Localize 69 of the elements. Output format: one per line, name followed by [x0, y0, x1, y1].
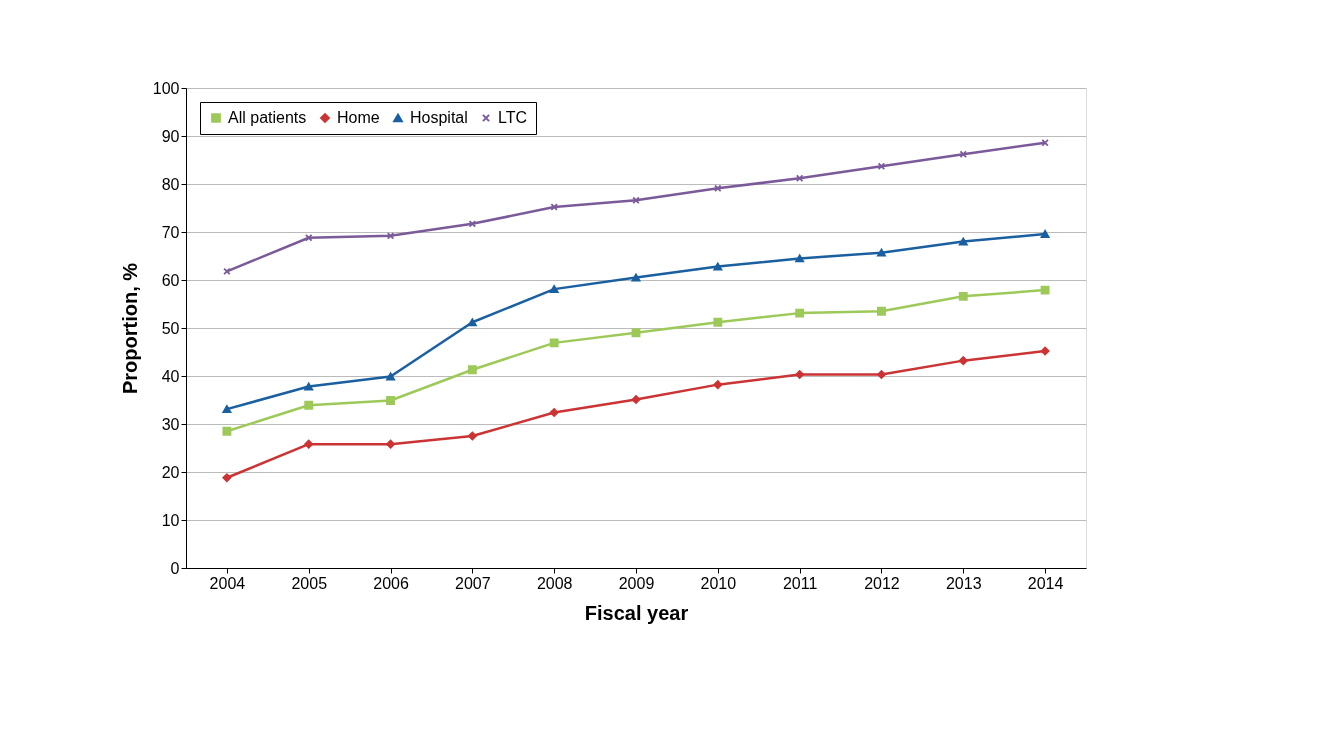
point [795, 174, 804, 182]
point [958, 237, 968, 246]
point [386, 396, 395, 405]
point [304, 439, 314, 449]
point [795, 308, 805, 318]
point [1040, 346, 1050, 356]
point [713, 262, 723, 271]
x-tick-label: 2005 [291, 574, 328, 592]
point [222, 473, 232, 483]
point [549, 338, 559, 348]
y-tick-label: 30 [161, 415, 180, 433]
point [1040, 229, 1050, 238]
point [550, 203, 558, 211]
point [631, 395, 641, 404]
legend-label: Home [337, 109, 380, 126]
y-tick-label: 80 [161, 175, 180, 193]
point [958, 291, 968, 301]
point [958, 356, 968, 366]
point [714, 184, 722, 193]
y-tick-label: 10 [161, 511, 180, 529]
point [549, 408, 559, 417]
point [386, 439, 395, 449]
point [877, 370, 886, 379]
y-axis-title: Proportion, % [118, 262, 141, 395]
y-tick-label: 100 [152, 79, 180, 97]
x-tick-label: 2013 [945, 574, 982, 592]
y-tick-label: 40 [161, 367, 180, 385]
point [549, 285, 559, 294]
x-tick-label: 2009 [618, 574, 655, 592]
point [1041, 138, 1049, 147]
x-tick-label: 2010 [700, 574, 737, 592]
legend-label: All patients [228, 109, 307, 126]
point [713, 380, 723, 390]
point [222, 426, 232, 436]
x-tick-label: 2012 [864, 574, 900, 592]
point [305, 234, 313, 242]
point [467, 318, 477, 327]
point [386, 372, 395, 381]
legend-label: Hospital [410, 109, 468, 126]
y-tick-label: 20 [161, 463, 180, 481]
y-tick-label: 50 [161, 319, 180, 337]
y-tick-label: 90 [161, 127, 180, 145]
point [1040, 285, 1050, 295]
point [468, 220, 477, 228]
point [304, 382, 314, 391]
legend-label: LTC [498, 109, 528, 126]
point [467, 431, 477, 441]
x-tick-label: 2014 [1027, 574, 1064, 592]
point [959, 150, 967, 158]
point [795, 254, 805, 263]
point [222, 405, 232, 414]
point [631, 273, 641, 282]
point [877, 306, 886, 316]
x-tick-label: 2011 [782, 574, 818, 592]
y-tick-label: 0 [170, 559, 180, 577]
y-tick-label: 60 [161, 271, 180, 289]
y-tick-label: 70 [161, 223, 180, 241]
point [467, 365, 477, 375]
x-tick-label: 2004 [209, 574, 246, 592]
x-tick-label: 2008 [536, 574, 573, 592]
point [877, 248, 886, 257]
point [631, 328, 641, 338]
x-tick-label: 2007 [455, 574, 491, 592]
point [304, 400, 314, 410]
x-tick-label: 2006 [373, 574, 409, 592]
point [713, 317, 723, 327]
x-axis-title: Fiscal year [584, 601, 689, 624]
point [795, 370, 805, 379]
point [223, 267, 231, 276]
